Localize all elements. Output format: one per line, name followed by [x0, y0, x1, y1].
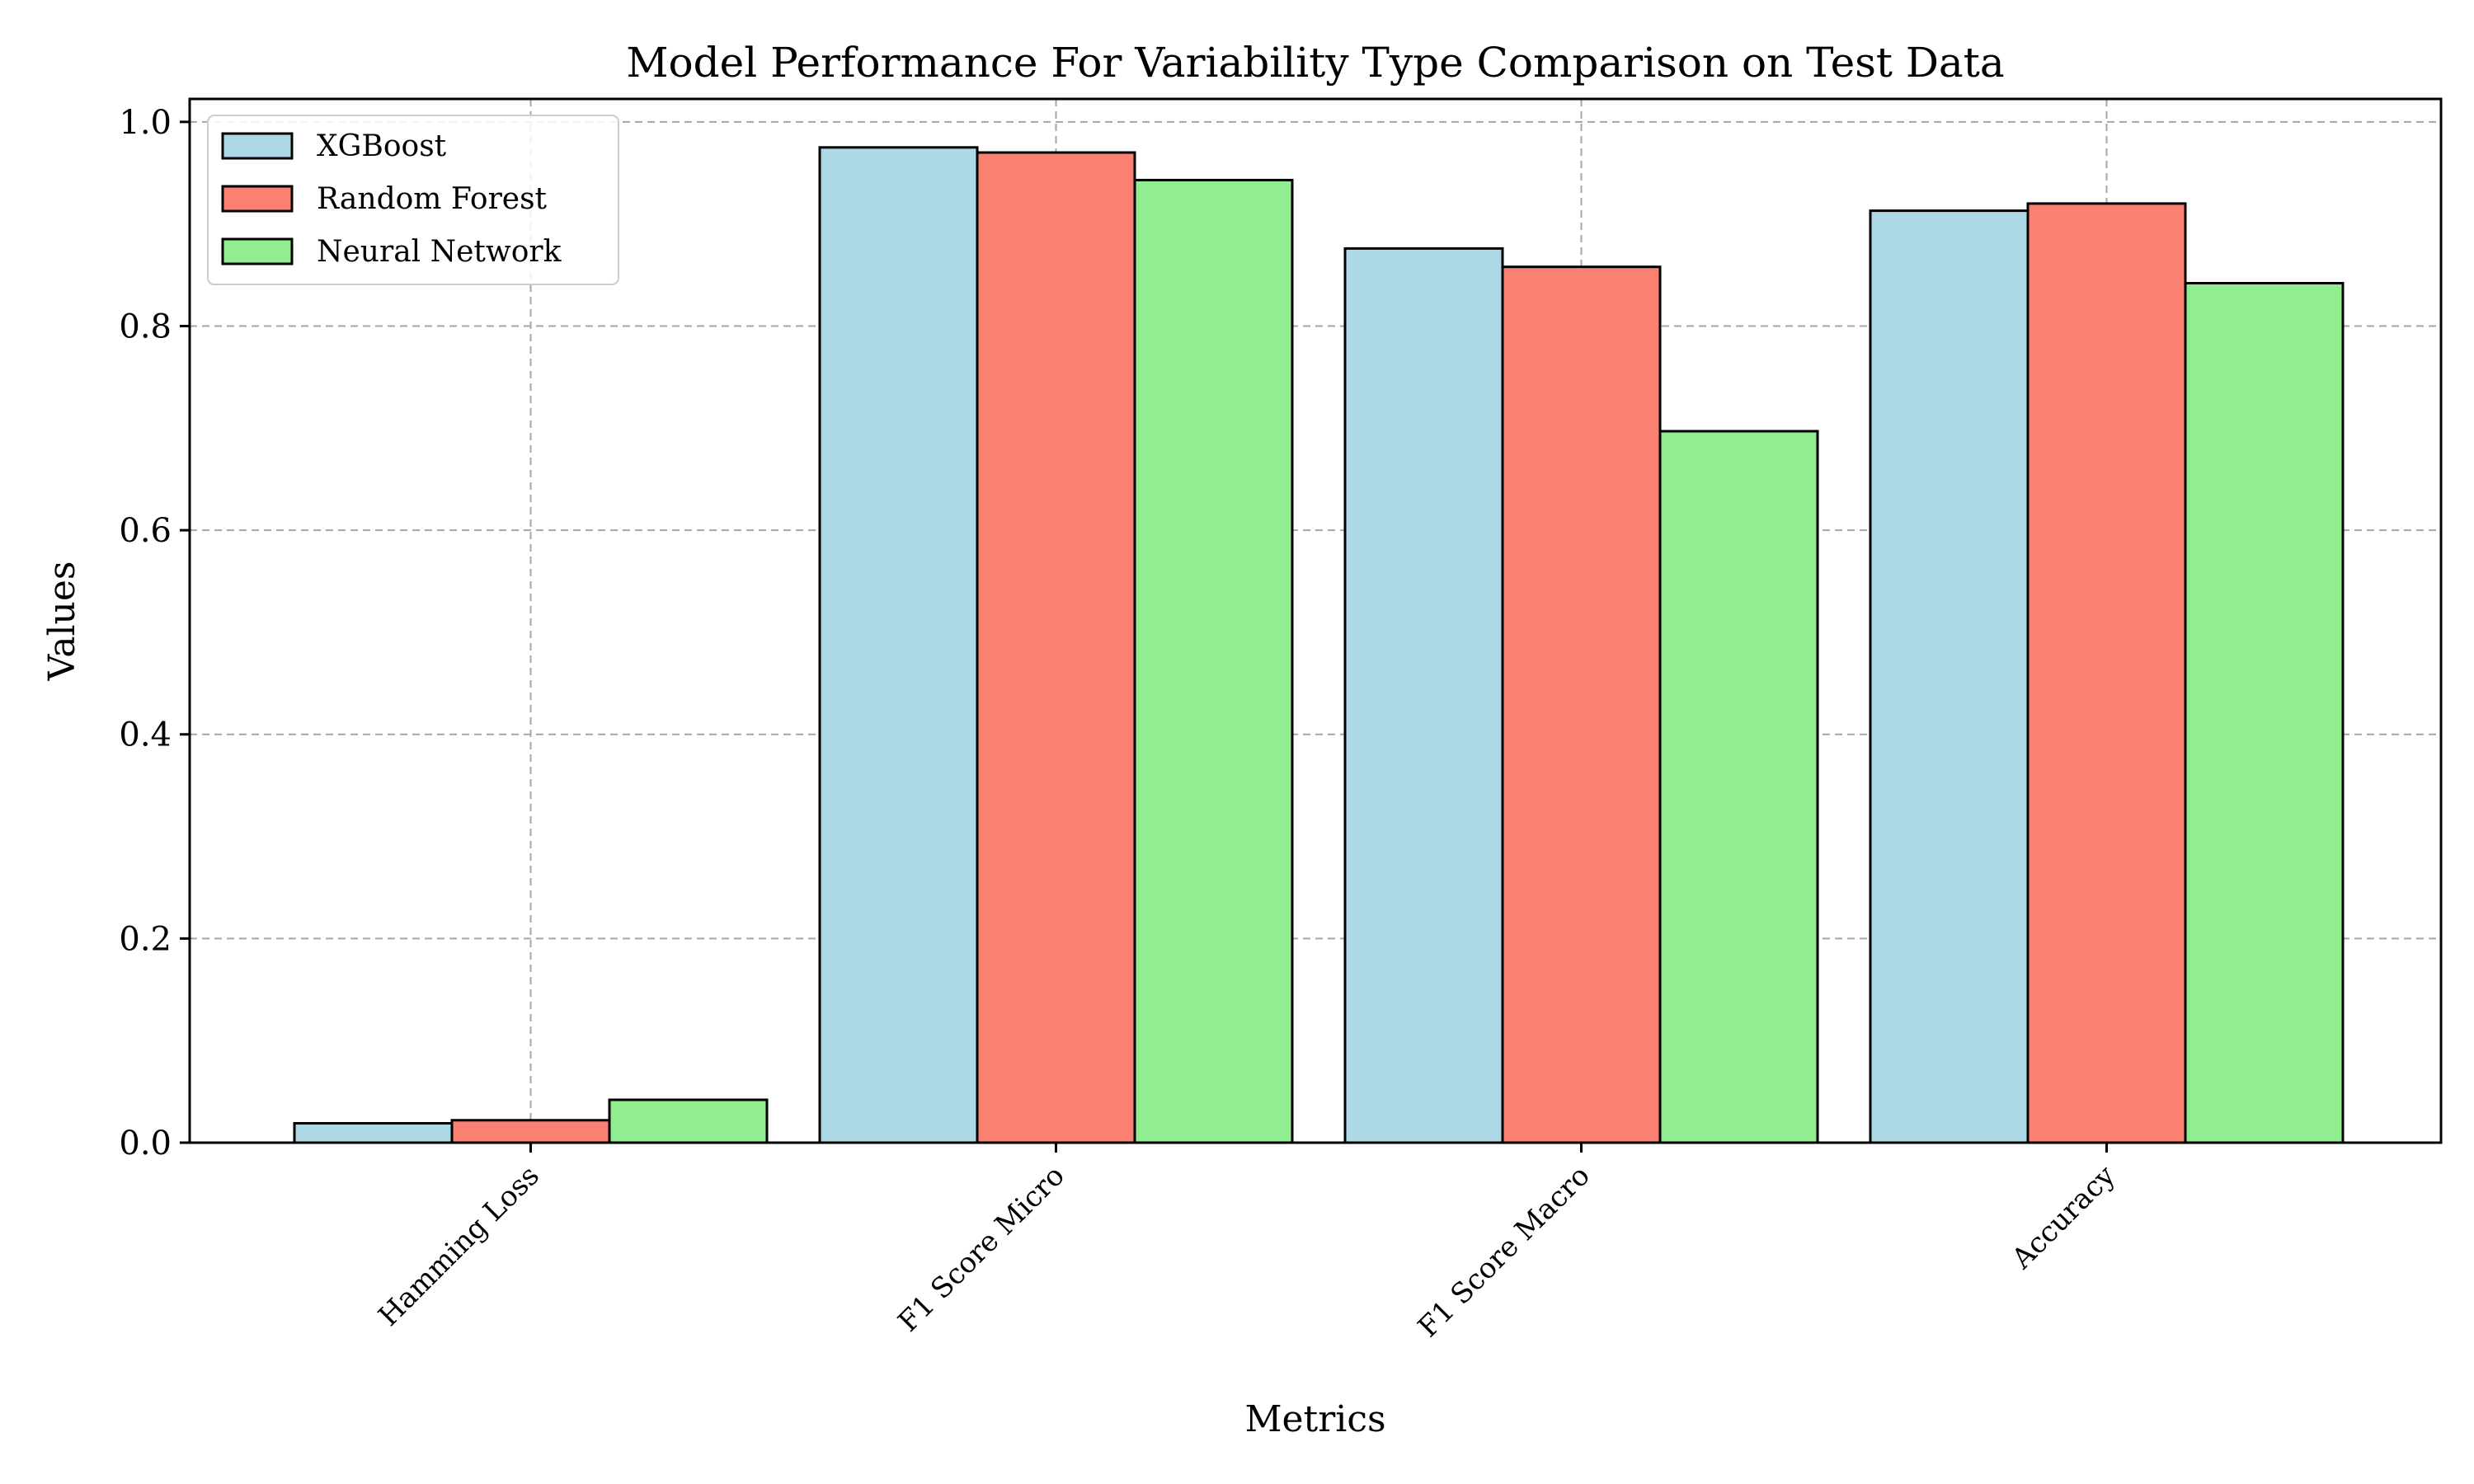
- bar-random-forest-hamming-loss: [450, 1119, 611, 1144]
- x-axis-ticks: Hamming Loss F1 Score Micro F1 Score Macro…: [372, 1143, 2122, 1344]
- legend-swatch: [221, 185, 294, 213]
- y-tick-label: 0.4: [119, 716, 172, 754]
- bar-xgboost-f1-score-macro: [1343, 247, 1504, 1144]
- bar-neural-network-accuracy: [2184, 281, 2345, 1144]
- bar-random-forest-f1-score-macro: [1501, 265, 1662, 1144]
- x-tick-label: F1 Score Macro: [1412, 1159, 1597, 1344]
- legend-label: Neural Network: [317, 235, 562, 269]
- bar-neural-network-f1-score-macro: [1658, 430, 1819, 1144]
- legend-label: Random Forest: [317, 182, 548, 216]
- x-tick-label: Hamming Loss: [372, 1159, 546, 1333]
- x-tick-label: Accuracy: [2005, 1159, 2122, 1276]
- axes-frame: [188, 97, 2443, 1144]
- y-tick-label: 0.6: [119, 512, 172, 550]
- legend-item: XGBoost: [221, 129, 447, 163]
- legend-swatch: [221, 132, 294, 160]
- bar-xgboost-hamming-loss: [293, 1121, 454, 1144]
- bar-random-forest-accuracy: [2026, 202, 2187, 1144]
- y-tick-label: 1.0: [119, 104, 172, 142]
- chart-title: Model Performance For Variability Type C…: [626, 39, 2004, 87]
- bar-neural-network-f1-score-micro: [1133, 178, 1294, 1144]
- legend-item: Neural Network: [221, 235, 562, 269]
- legend: XGBoost Random Forest Neural Network: [207, 115, 619, 285]
- x-axis-label: Metrics: [1244, 1398, 1385, 1440]
- bar-neural-network-hamming-loss: [608, 1098, 769, 1144]
- legend-box: [207, 115, 619, 285]
- bar-xgboost-f1-score-micro: [818, 146, 979, 1144]
- y-axis-ticks: 0.0 0.2 0.4 0.6 0.8 1.0: [119, 104, 190, 1162]
- y-tick-label: 0.2: [119, 920, 172, 958]
- y-tick-label: 0.0: [119, 1125, 172, 1162]
- legend-label: XGBoost: [317, 129, 447, 163]
- legend-swatch: [221, 237, 294, 265]
- x-tick-label: F1 Score Micro: [891, 1159, 1070, 1338]
- bar-random-forest-f1-score-micro: [976, 151, 1136, 1144]
- y-axis-label: Values: [41, 561, 83, 682]
- y-tick-label: 0.8: [119, 308, 172, 345]
- bars: [293, 146, 2345, 1144]
- legend-item: Random Forest: [221, 182, 548, 216]
- bar-xgboost-accuracy: [1869, 209, 2030, 1144]
